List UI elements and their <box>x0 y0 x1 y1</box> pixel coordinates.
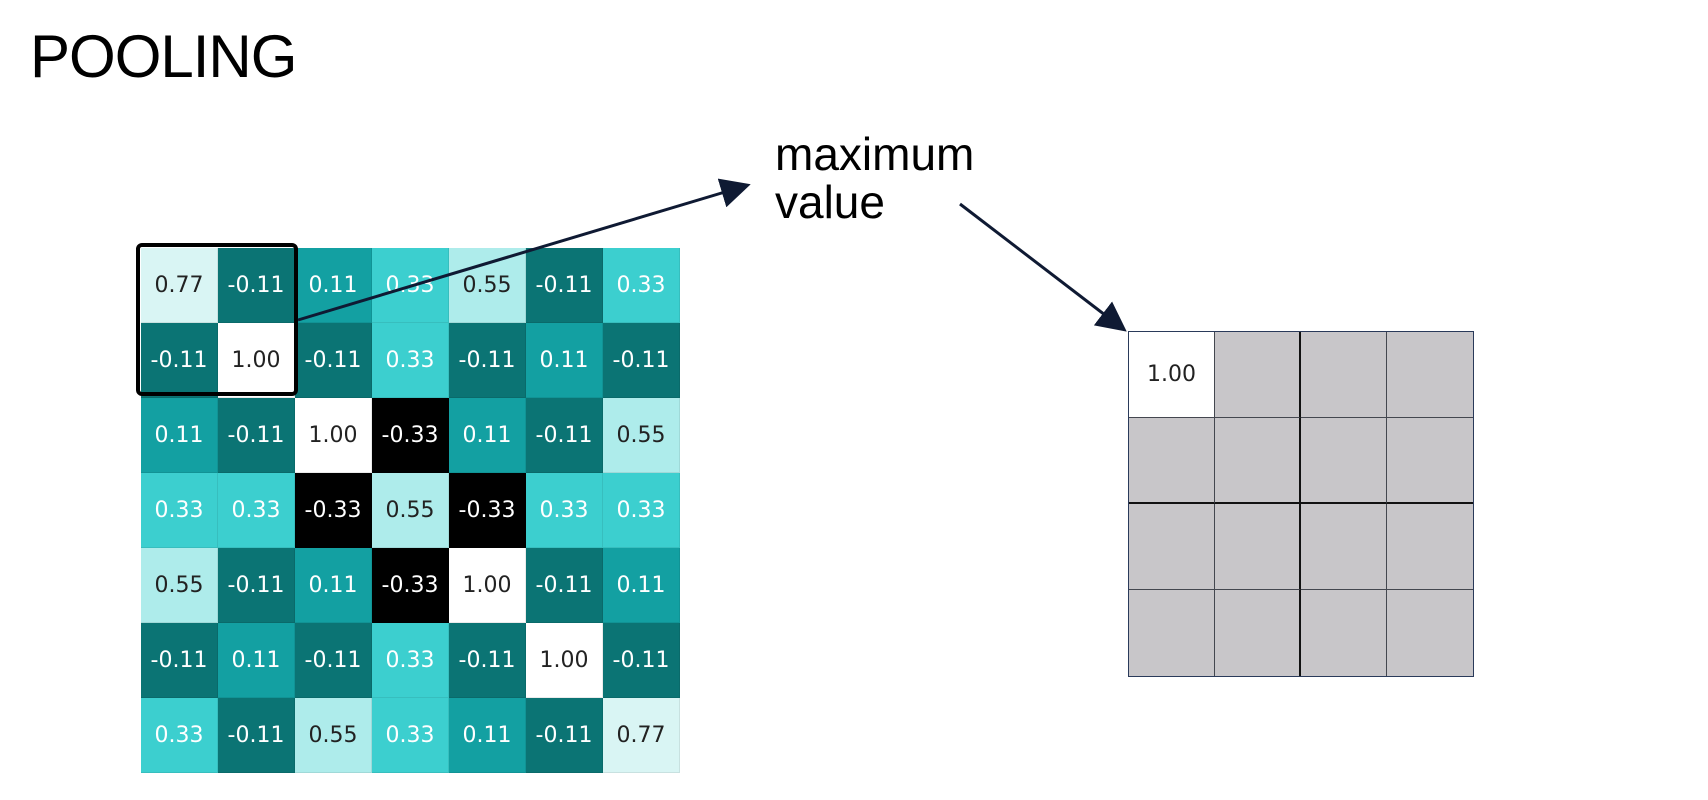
output-cell <box>1215 418 1301 504</box>
input-cell: 1.00 <box>526 623 603 698</box>
input-cell: 0.11 <box>218 623 295 698</box>
input-cell: 0.11 <box>295 248 372 323</box>
output-cell <box>1129 418 1215 504</box>
output-cell <box>1387 590 1473 676</box>
input-cell: 0.77 <box>141 248 218 323</box>
input-cell: -0.11 <box>526 698 603 773</box>
output-cell <box>1129 590 1215 676</box>
input-cell: -0.11 <box>295 623 372 698</box>
input-cell: -0.11 <box>526 248 603 323</box>
input-cell: 0.55 <box>603 398 680 473</box>
input-cell: -0.11 <box>218 698 295 773</box>
input-cell: -0.33 <box>449 473 526 548</box>
input-cell: 0.11 <box>141 398 218 473</box>
input-cell: 0.33 <box>603 248 680 323</box>
input-cell: -0.11 <box>603 623 680 698</box>
input-cell: 0.33 <box>141 473 218 548</box>
input-cell: -0.11 <box>218 248 295 323</box>
input-cell: -0.33 <box>295 473 372 548</box>
output-cell <box>1301 504 1387 590</box>
output-cell <box>1301 590 1387 676</box>
input-cell: 0.55 <box>295 698 372 773</box>
output-cell <box>1215 332 1301 418</box>
output-cell <box>1215 504 1301 590</box>
input-cell: -0.11 <box>218 398 295 473</box>
input-cell: -0.11 <box>218 548 295 623</box>
input-cell: 0.33 <box>372 623 449 698</box>
input-cell: 0.33 <box>603 473 680 548</box>
input-cell: 0.33 <box>141 698 218 773</box>
input-cell: 1.00 <box>449 548 526 623</box>
input-cell: 0.11 <box>449 398 526 473</box>
input-cell: -0.11 <box>603 323 680 398</box>
input-cell: 0.55 <box>141 548 218 623</box>
input-cell: -0.11 <box>141 623 218 698</box>
output-cell <box>1387 332 1473 418</box>
input-cell: 0.33 <box>372 248 449 323</box>
input-cell: 0.11 <box>526 323 603 398</box>
output-cell <box>1387 418 1473 504</box>
output-cell <box>1129 504 1215 590</box>
input-cell: -0.33 <box>372 548 449 623</box>
input-cell: 1.00 <box>218 323 295 398</box>
page-title: POOLING <box>30 23 297 90</box>
input-cell: 0.55 <box>449 248 526 323</box>
input-cell: 0.11 <box>449 698 526 773</box>
input-cell: -0.33 <box>372 398 449 473</box>
input-cell: -0.11 <box>526 398 603 473</box>
input-cell: 0.33 <box>372 323 449 398</box>
input-cell: 0.55 <box>372 473 449 548</box>
output-cell <box>1301 332 1387 418</box>
pooled-output-map: 1.00 <box>1128 331 1474 677</box>
input-cell: 0.33 <box>526 473 603 548</box>
maximum-value-label: maximum value <box>775 130 974 226</box>
output-cell <box>1301 418 1387 504</box>
input-feature-map: 0.77 -0.11 0.11 0.33 0.55 -0.11 0.33 -0.11 1.00-… <box>141 248 680 773</box>
input-cell: 0.11 <box>295 548 372 623</box>
arrow-to-output <box>959 202 1127 332</box>
output-cell <box>1387 504 1473 590</box>
annotation-line-2: value <box>775 176 885 228</box>
input-cell: 0.33 <box>372 698 449 773</box>
input-cell: -0.11 <box>526 548 603 623</box>
input-cell: 1.00 <box>295 398 372 473</box>
input-cell: -0.11 <box>141 323 218 398</box>
input-cell: -0.11 <box>295 323 372 398</box>
input-cell: -0.11 <box>449 623 526 698</box>
input-cell: 0.11 <box>603 548 680 623</box>
input-cell: 0.33 <box>218 473 295 548</box>
output-cell <box>1215 590 1301 676</box>
input-cell: -0.11 <box>449 323 526 398</box>
annotation-line-1: maximum <box>775 128 975 180</box>
input-cell: 0.77 <box>603 698 680 773</box>
output-cell: 1.00 <box>1129 332 1215 418</box>
